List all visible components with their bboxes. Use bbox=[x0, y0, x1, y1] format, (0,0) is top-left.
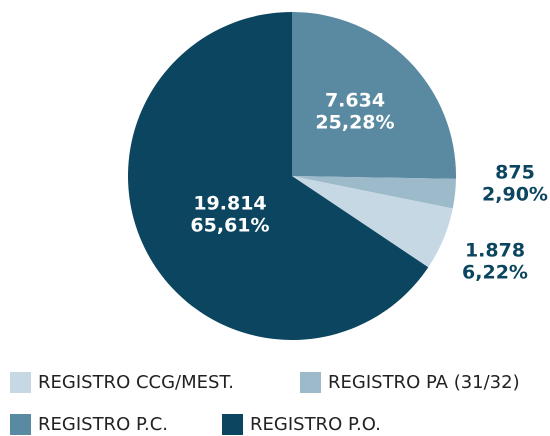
legend-swatch bbox=[10, 414, 31, 435]
value-label: 1.878 bbox=[465, 240, 525, 262]
legend-swatch bbox=[10, 372, 31, 393]
pie-slice bbox=[292, 176, 453, 268]
pie-slice bbox=[292, 176, 456, 209]
percent-label: 65,61% bbox=[190, 215, 269, 237]
legend-label: REGISTRO PA (31/32) bbox=[328, 372, 520, 393]
percent-label: 6,22% bbox=[462, 262, 528, 284]
legend-label: REGISTRO P.C. bbox=[38, 414, 168, 435]
value-label: 875 bbox=[495, 162, 535, 184]
legend-swatch bbox=[222, 414, 243, 435]
value-label: 19.814 bbox=[193, 193, 266, 215]
pie-slice bbox=[128, 12, 429, 340]
value-label: 7.634 bbox=[325, 90, 385, 112]
percent-label: 2,90% bbox=[482, 184, 548, 206]
pie-slice bbox=[292, 12, 456, 179]
legend-swatch bbox=[300, 372, 321, 393]
legend-label: REGISTRO P.O. bbox=[250, 414, 381, 435]
percent-label: 25,28% bbox=[315, 112, 394, 134]
legend-label: REGISTRO CCG/MEST. bbox=[38, 372, 234, 393]
